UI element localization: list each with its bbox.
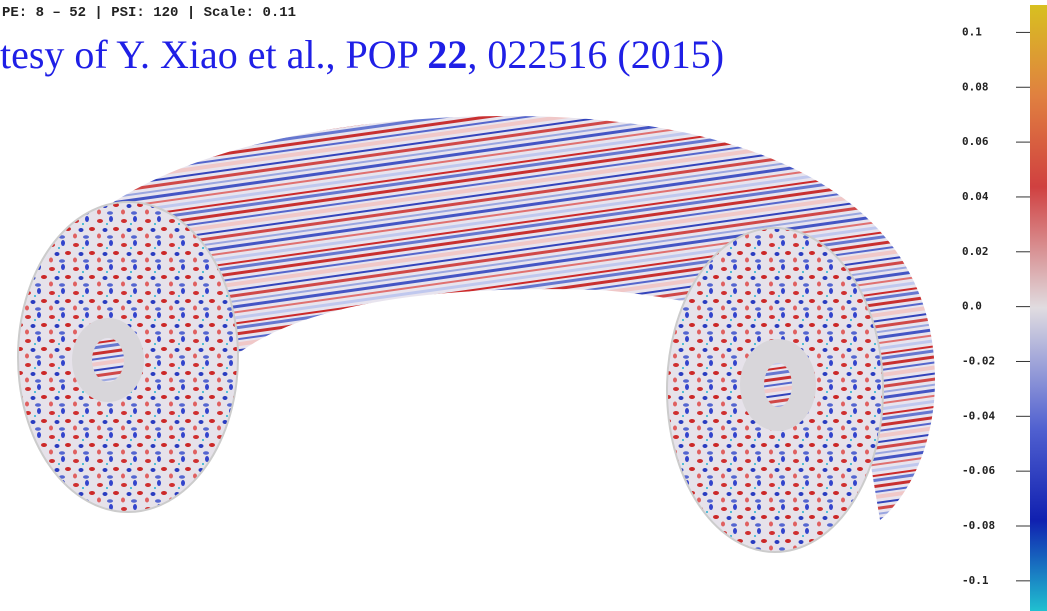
- left-core: [92, 338, 124, 382]
- colorbar: [1030, 5, 1047, 611]
- colorbar-tick-label: 0.02: [962, 245, 989, 258]
- colorbar-tick-label: 0.06: [962, 135, 989, 148]
- colorbar-tick-label: -0.1: [962, 574, 989, 587]
- info-text: PE: 8 – 52 | PSI: 120 | Scale: 0.11: [2, 5, 296, 21]
- colorbar-tick-label: -0.06: [962, 464, 995, 477]
- torus: [18, 116, 935, 552]
- colorbar-tick-label: 0.0: [962, 300, 982, 313]
- title-text: tesy of Y. Xiao et al., POP: [0, 32, 427, 77]
- title-bold: 22: [427, 32, 467, 77]
- title-text: , 022516 (2015): [467, 32, 724, 77]
- visualization: PE: 8 – 52 | PSI: 120 | Scale: 0.11 tesy…: [0, 0, 1047, 611]
- colorbar-tick-label: -0.02: [962, 354, 995, 367]
- colorbar-tick-label: 0.08: [962, 80, 989, 93]
- colorbar-tick-label: -0.04: [962, 409, 995, 422]
- colorbar-tick-label: -0.08: [962, 519, 995, 532]
- colorbar-tick-label: 0.04: [962, 190, 989, 203]
- title: tesy of Y. Xiao et al., POP 22, 022516 (…: [0, 32, 724, 77]
- colorbar-tick-label: 0.1: [962, 25, 982, 38]
- right-core: [764, 363, 792, 407]
- page: {"info": "PE: 8 – 52 | PSI: 120 | Scale:…: [0, 0, 1047, 611]
